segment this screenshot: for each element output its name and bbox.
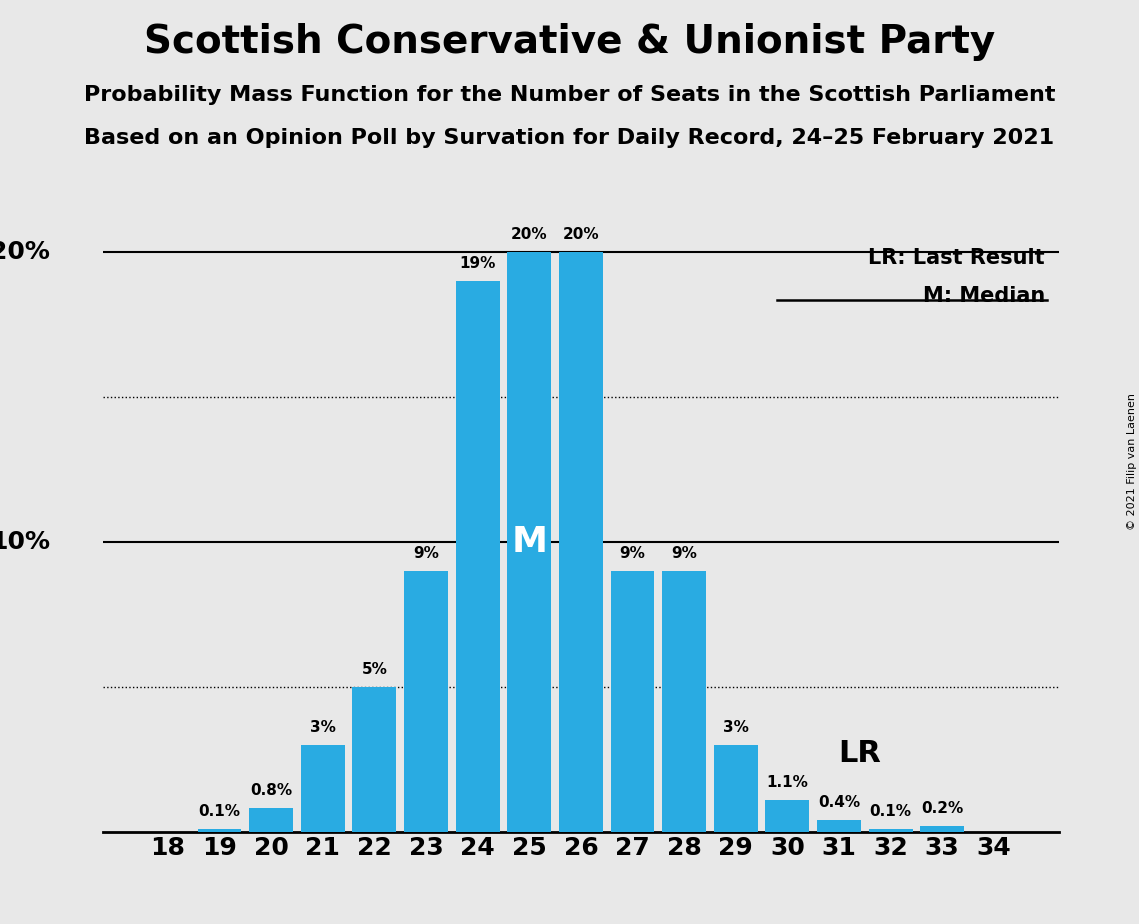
Text: 0.8%: 0.8% xyxy=(251,784,293,798)
Text: 9%: 9% xyxy=(620,546,646,561)
Text: Probability Mass Function for the Number of Seats in the Scottish Parliament: Probability Mass Function for the Number… xyxy=(84,85,1055,105)
Text: 20%: 20% xyxy=(511,227,548,242)
Bar xyxy=(352,687,396,832)
Bar xyxy=(301,745,345,832)
Text: 0.1%: 0.1% xyxy=(198,804,240,819)
Bar xyxy=(817,820,861,832)
Bar xyxy=(765,800,810,832)
Text: © 2021 Filip van Laenen: © 2021 Filip van Laenen xyxy=(1126,394,1137,530)
Text: Scottish Conservative & Unionist Party: Scottish Conservative & Unionist Party xyxy=(144,23,995,61)
Text: 10%: 10% xyxy=(0,529,50,553)
Text: 1.1%: 1.1% xyxy=(767,774,809,790)
Bar xyxy=(404,571,448,832)
Text: LR: LR xyxy=(838,739,882,768)
Bar xyxy=(662,571,706,832)
Text: M: Median: M: Median xyxy=(923,286,1044,307)
Bar xyxy=(920,826,964,832)
Text: 0.4%: 0.4% xyxy=(818,795,860,809)
Bar xyxy=(198,829,241,832)
Text: 9%: 9% xyxy=(671,546,697,561)
Text: 20%: 20% xyxy=(0,240,50,264)
Text: LR: Last Result: LR: Last Result xyxy=(868,249,1044,268)
Text: 9%: 9% xyxy=(413,546,439,561)
Text: 3%: 3% xyxy=(723,720,748,735)
Bar xyxy=(714,745,757,832)
Bar xyxy=(456,281,500,832)
Text: 5%: 5% xyxy=(361,662,387,676)
Bar xyxy=(611,571,655,832)
Bar xyxy=(559,252,603,832)
Text: M: M xyxy=(511,525,547,559)
Bar xyxy=(249,808,293,832)
Text: 3%: 3% xyxy=(310,720,336,735)
Bar xyxy=(507,252,551,832)
Text: 20%: 20% xyxy=(563,227,599,242)
Bar xyxy=(869,829,912,832)
Text: 0.2%: 0.2% xyxy=(921,801,964,816)
Text: 0.1%: 0.1% xyxy=(869,804,911,819)
Text: Based on an Opinion Poll by Survation for Daily Record, 24–25 February 2021: Based on an Opinion Poll by Survation fo… xyxy=(84,128,1055,148)
Text: 19%: 19% xyxy=(459,256,495,271)
